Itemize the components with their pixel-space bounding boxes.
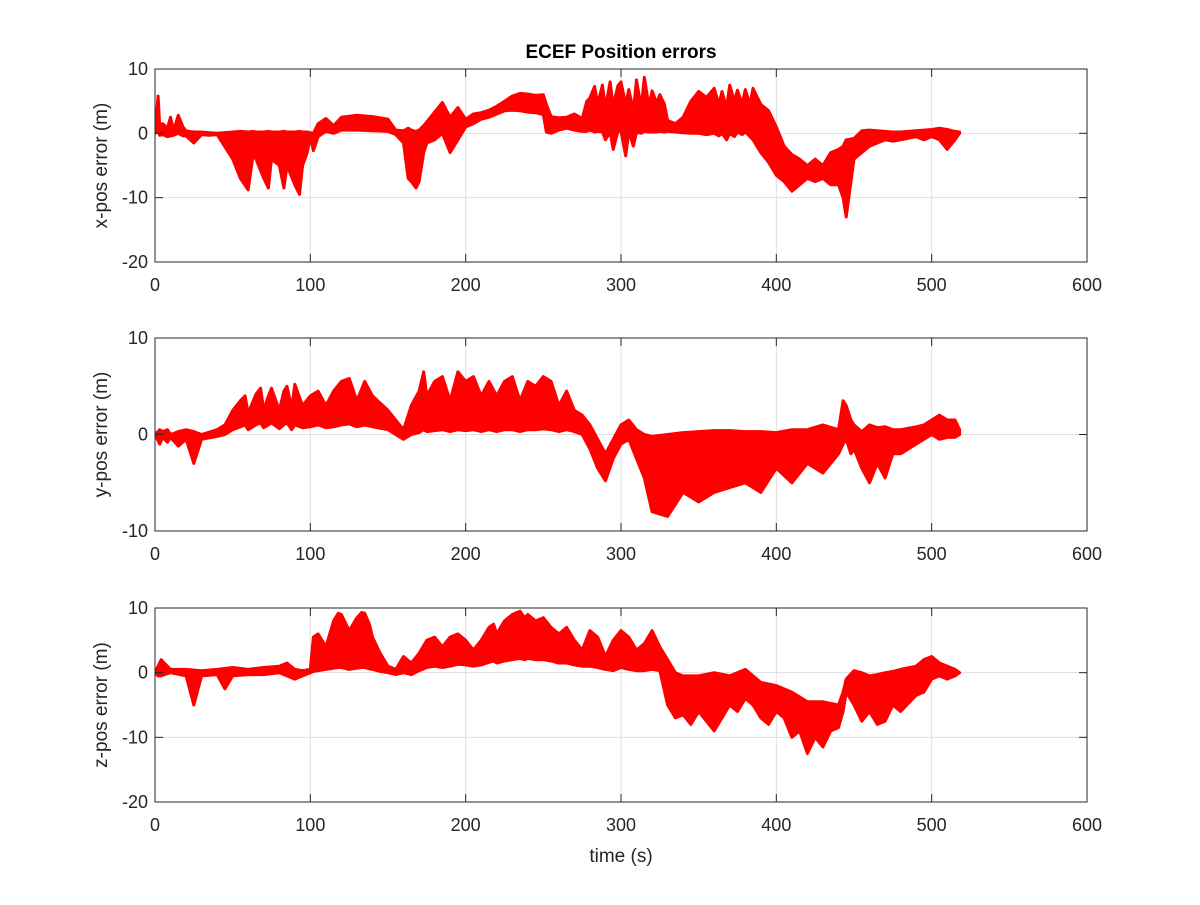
y-tick-label: 0 (138, 663, 148, 683)
y-tick-label: -20 (122, 792, 148, 812)
y-tick-label: 10 (128, 328, 148, 348)
y-tick-label: -10 (122, 188, 148, 208)
x-tick-label: 300 (606, 544, 636, 564)
x-tick-label: 400 (761, 275, 791, 295)
x-tick-label: 200 (451, 815, 481, 835)
x-tick-label: 100 (295, 544, 325, 564)
error-band-series-1 (155, 609, 962, 755)
x-tick-label: 200 (451, 275, 481, 295)
x-tick-label: 400 (761, 544, 791, 564)
x-tick-label: 100 (295, 815, 325, 835)
x-tick-label: 200 (451, 544, 481, 564)
x-tick-label: 400 (761, 815, 791, 835)
x-tick-label: 600 (1072, 544, 1102, 564)
x-tick-label: 500 (917, 544, 947, 564)
y-tick-label: 10 (128, 598, 148, 618)
y-tick-label: -10 (122, 727, 148, 747)
figure-title: ECEF Position errors (525, 42, 716, 63)
x-tick-label: 500 (917, 815, 947, 835)
x-tick-label: 500 (917, 275, 947, 295)
x-tick-label: 300 (606, 815, 636, 835)
y-tick-label: 0 (138, 425, 148, 445)
y-tick-label: 10 (128, 59, 148, 79)
error-band-series-1 (155, 75, 962, 219)
y-axis-label: z-pos error (m) (91, 642, 112, 768)
x-tick-label: 600 (1072, 815, 1102, 835)
subplot-3: 0 100 200 300 400 500 600 -20 -10 0 10 z-pos error … (91, 598, 1102, 835)
x-tick-label: 0 (150, 544, 160, 564)
x-tick-label: 600 (1072, 275, 1102, 295)
y-axis-label: x-pos error (m) (91, 103, 112, 229)
y-tick-label: -20 (122, 252, 148, 272)
subplot-1: 0 100 200 300 400 500 600 -20 -10 0 10 x-pos error … (91, 59, 1102, 295)
x-tick-label: 0 (150, 275, 160, 295)
x-axis-label: time (s) (589, 846, 652, 867)
y-tick-label: 0 (138, 123, 148, 143)
x-tick-label: 300 (606, 275, 636, 295)
y-axis-label: y-pos error (m) (91, 372, 112, 498)
error-band-series-1 (155, 370, 962, 518)
x-tick-label: 100 (295, 275, 325, 295)
x-tick-label: 0 (150, 815, 160, 835)
y-tick-label: -10 (122, 521, 148, 541)
